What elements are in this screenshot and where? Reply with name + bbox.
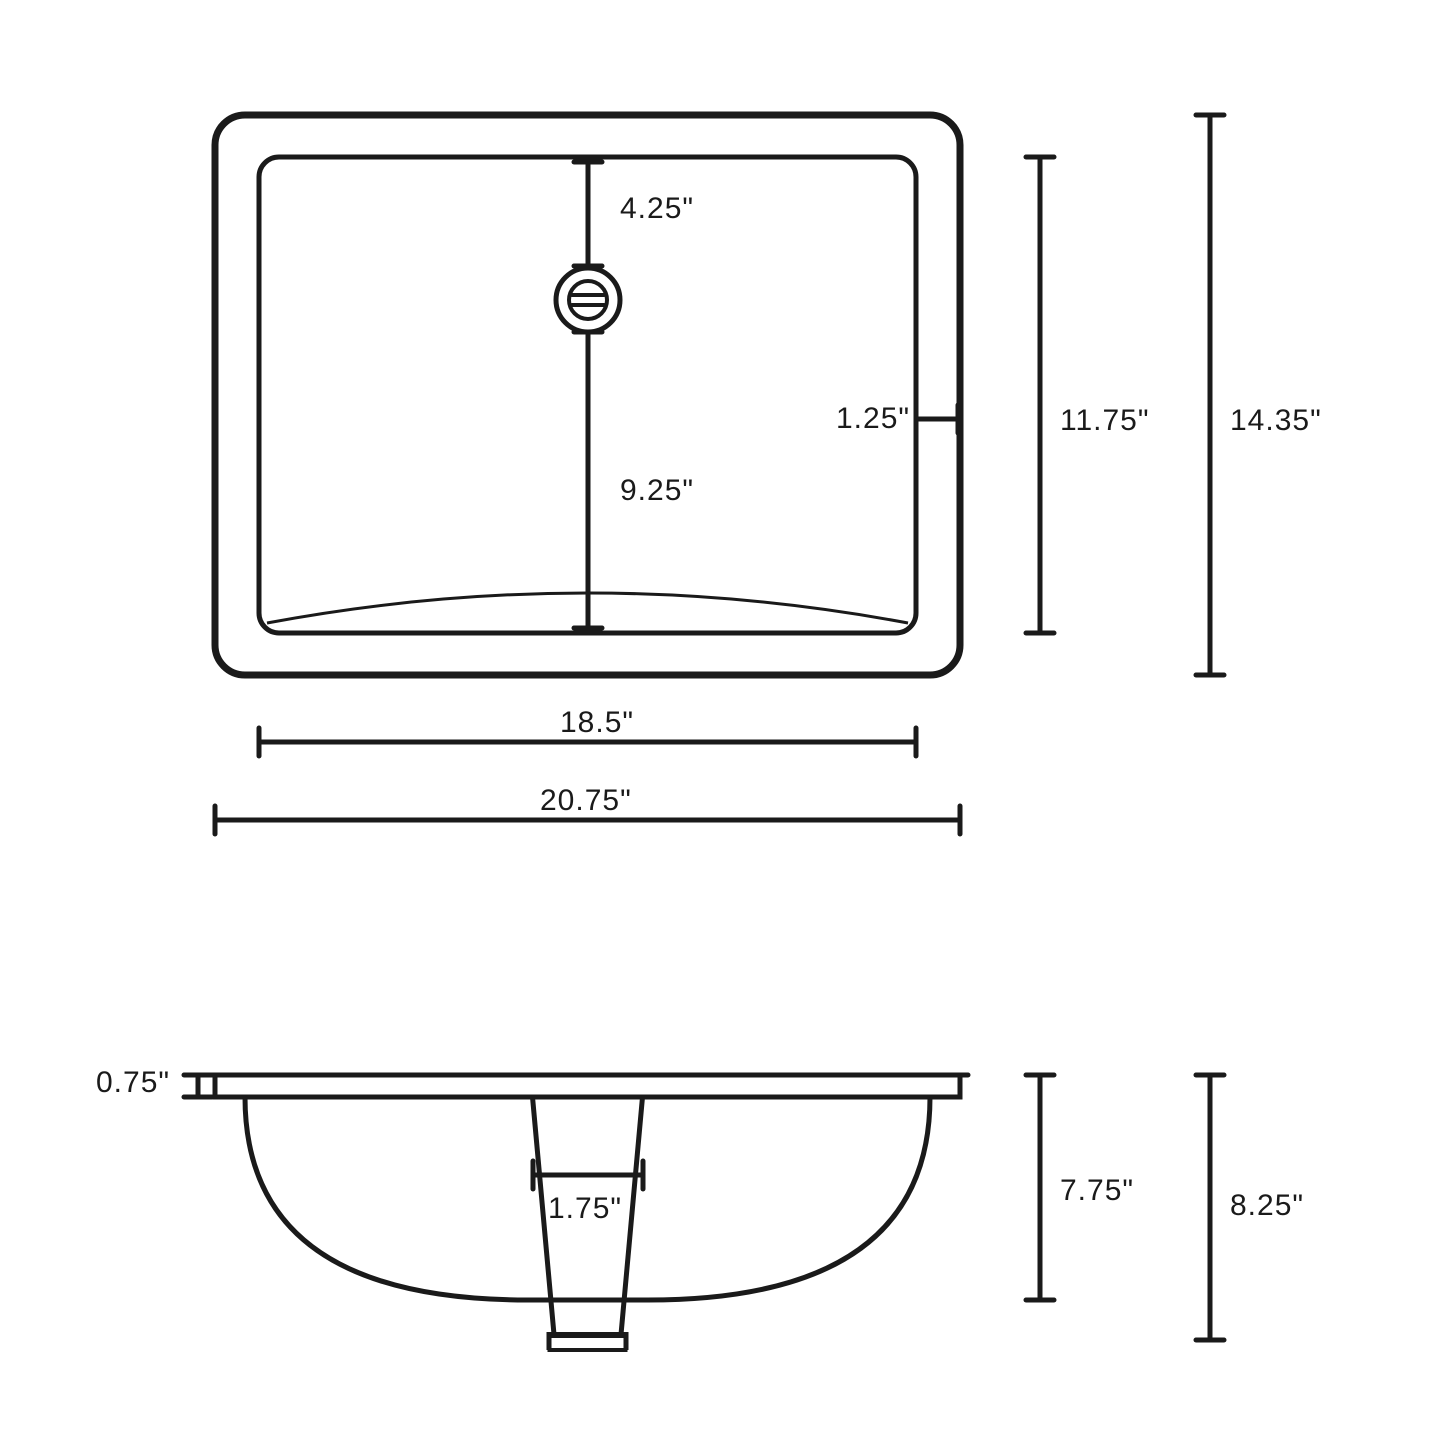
svg-text:1.75": 1.75"	[548, 1192, 622, 1225]
sink-dimension-diagram: 4.25" 9.25" 1.25" 11.75" 14.35" 18.5" 20.75" 0.…	[0, 0, 1445, 1445]
svg-text:8.25": 8.25"	[1230, 1189, 1304, 1222]
svg-text:14.35": 14.35"	[1230, 404, 1322, 437]
svg-text:20.75": 20.75"	[540, 784, 632, 817]
svg-text:18.5": 18.5"	[560, 706, 634, 739]
svg-text:1.25": 1.25"	[836, 402, 910, 435]
svg-text:0.75": 0.75"	[96, 1066, 170, 1099]
svg-text:4.25": 4.25"	[620, 192, 694, 225]
svg-text:9.25": 9.25"	[620, 474, 694, 507]
svg-text:11.75": 11.75"	[1060, 404, 1150, 437]
svg-text:7.75": 7.75"	[1060, 1174, 1134, 1207]
